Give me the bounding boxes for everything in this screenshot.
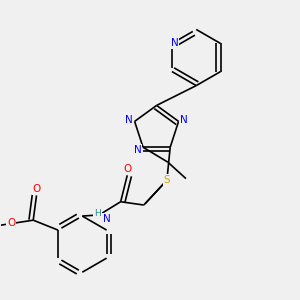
Text: N: N [171, 38, 178, 49]
Text: H: H [94, 209, 101, 218]
Text: N: N [125, 115, 133, 125]
Text: O: O [32, 184, 40, 194]
Text: N: N [134, 145, 142, 155]
Text: O: O [123, 164, 131, 174]
Text: S: S [164, 175, 170, 185]
Text: N: N [180, 115, 188, 125]
Text: O: O [7, 218, 15, 228]
Text: N: N [103, 214, 110, 224]
